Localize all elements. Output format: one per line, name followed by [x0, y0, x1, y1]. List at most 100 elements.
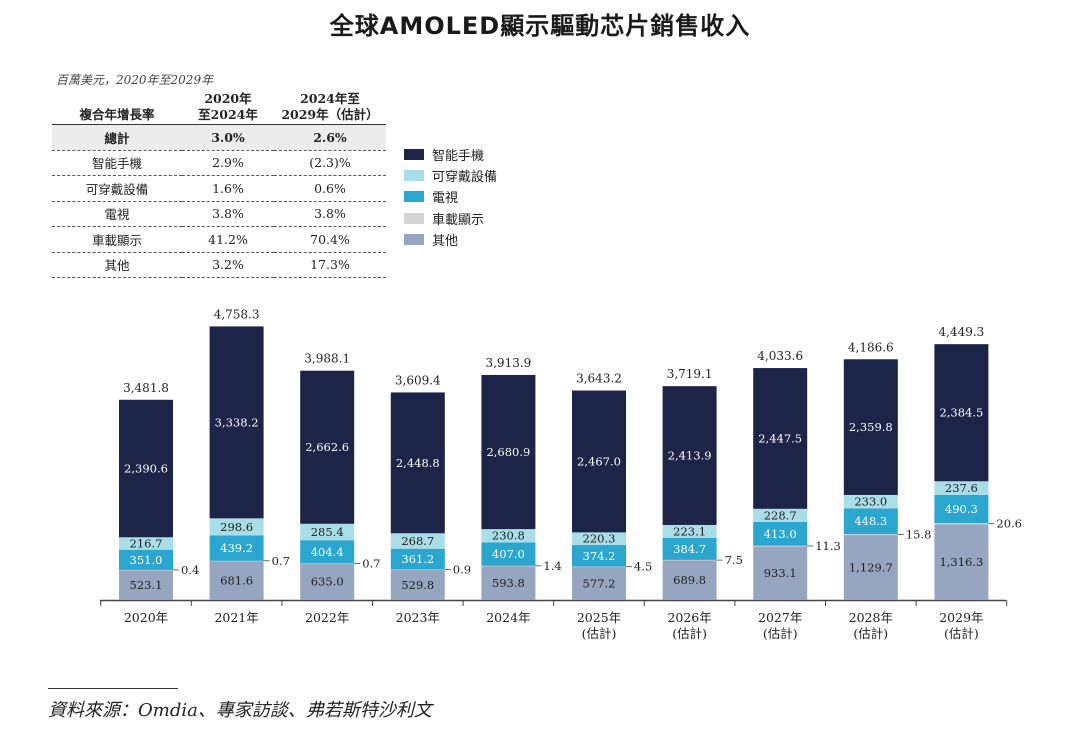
- cagr-value-2020-2024: 2.9%: [212, 155, 244, 171]
- data-label: 20.6: [996, 517, 1022, 531]
- cagr-row-label: 其他: [104, 258, 130, 274]
- bar-segment: [209, 326, 264, 519]
- total-label: 3,719.1: [667, 367, 713, 381]
- bar-segment: [209, 535, 264, 561]
- x-tick-label: 2028年: [849, 610, 893, 625]
- data-label: 404.4: [311, 545, 344, 559]
- x-tick-label: (估計): [763, 626, 798, 641]
- chart-title: 全球AMOLED顯示驅動芯片銷售收入: [329, 12, 751, 40]
- cagr-value-2024-2029: (2.3)%: [309, 155, 351, 171]
- bar-segment: [300, 563, 355, 600]
- bar-segment: [662, 386, 717, 525]
- data-label: 237.6: [945, 481, 978, 495]
- total-label: 4,186.6: [848, 340, 894, 354]
- bar-segment: [481, 529, 536, 543]
- bar-segment: [753, 546, 808, 600]
- bar-segment: [572, 566, 626, 600]
- legend-label: 智能手機: [432, 149, 485, 165]
- cagr-value-2020-2024: 1.6%: [212, 180, 244, 196]
- cagr-value-2020-2024: 3.8%: [212, 206, 244, 222]
- bar-segment: [934, 524, 989, 600]
- x-tick-label: (估計): [853, 626, 888, 641]
- data-label: 220.3: [583, 532, 616, 546]
- stacked-bar-chart: 523.1 0.4 351.0 216.7 2,390.6 3,481.8 2020年 681…: [100, 307, 1022, 641]
- legend-swatch: [404, 149, 424, 161]
- legend-item: 車載顯示: [404, 208, 497, 229]
- bar-segment: [390, 569, 445, 571]
- legend-swatch: [404, 212, 424, 224]
- bar-segment: [753, 508, 808, 522]
- bar-segment: [572, 532, 626, 546]
- bar-segment: [662, 560, 717, 600]
- data-label: 2,448.8: [396, 456, 440, 470]
- data-label: 7.5: [725, 553, 743, 567]
- data-label: 577.2: [583, 576, 616, 590]
- data-label: 15.8: [906, 528, 932, 542]
- bar-segment: [753, 368, 808, 509]
- cagr-value-2024-2029: 3.8%: [314, 206, 346, 222]
- x-tick-label: (估計): [672, 626, 707, 641]
- bar-segment: [934, 494, 989, 524]
- bar-segment: [209, 560, 264, 600]
- x-tick-label: 2025年: [577, 610, 621, 625]
- legend-item: 其他: [404, 229, 497, 250]
- bar-segment: [119, 569, 173, 600]
- x-tick-label: 2023年: [396, 610, 440, 625]
- data-label: 413.0: [764, 527, 797, 541]
- data-label: 1.4: [543, 559, 561, 573]
- data-label: 2,447.5: [758, 431, 802, 445]
- legend-label: 可穿戴設備: [432, 170, 498, 186]
- legend-label: 車載顯示: [432, 212, 485, 228]
- x-tick-label: 2020年: [124, 610, 168, 625]
- data-label: 285.4: [311, 525, 344, 539]
- data-label: 933.1: [764, 566, 797, 580]
- bar-segment: [843, 534, 898, 536]
- data-label: 361.2: [401, 552, 434, 566]
- x-tick-label: 2029年: [939, 610, 983, 625]
- legend-item: 電視: [404, 186, 497, 207]
- data-label: 384.7: [673, 542, 706, 556]
- bar-segment: [300, 523, 355, 541]
- cagr-row-label: 智能手機: [91, 156, 142, 172]
- cagr-value-2020-2024: 3.2%: [212, 257, 244, 273]
- bar-segment: [662, 524, 717, 538]
- bar-segment: [572, 545, 626, 567]
- data-label: 2,390.6: [124, 462, 168, 476]
- bar-segment: [934, 523, 989, 525]
- data-label: 529.8: [401, 578, 434, 592]
- data-label: 2,413.9: [668, 449, 712, 463]
- data-label: 298.6: [220, 520, 253, 534]
- bar-segment: [843, 535, 898, 600]
- bar-segment: [753, 545, 808, 547]
- source-note: 資料來源：Omdia、專家訪談、弗若斯特沙利文: [48, 700, 432, 721]
- data-label: 0.9: [453, 563, 471, 577]
- bar-segment: [753, 521, 808, 546]
- data-label: 351.0: [130, 553, 163, 567]
- data-label: 4.5: [634, 560, 652, 574]
- data-label: 0.7: [362, 556, 380, 570]
- total-label: 3,609.4: [395, 373, 441, 387]
- data-label: 2,662.6: [305, 440, 349, 454]
- data-label: 490.3: [945, 502, 978, 516]
- data-label: 216.7: [130, 536, 163, 550]
- x-tick-label: 2022年: [305, 610, 349, 625]
- cagr-header-2020-2024: 2020年 至2024年: [198, 91, 258, 122]
- bar-segment: [300, 563, 355, 565]
- bar-segment: [572, 566, 626, 568]
- cagr-row: 智能手機 2.9% (2.3)%: [52, 150, 386, 176]
- cagr-row-label: 總計: [104, 130, 130, 146]
- data-label: 635.0: [311, 575, 344, 589]
- bar-segment: [390, 548, 445, 570]
- data-label: 2,384.5: [939, 406, 983, 420]
- bar-segment: [119, 549, 173, 570]
- data-label: 268.7: [401, 534, 434, 548]
- data-label: 681.6: [220, 573, 253, 587]
- x-tick-label: 2026年: [667, 610, 711, 625]
- data-label: 439.2: [220, 541, 253, 555]
- data-label: 374.2: [583, 549, 616, 563]
- total-label: 4,758.3: [214, 307, 260, 321]
- data-label: 228.7: [764, 508, 797, 522]
- legend-swatch: [404, 191, 424, 203]
- data-label: 3,338.2: [215, 415, 259, 429]
- x-tick-label: 2027年: [758, 610, 802, 625]
